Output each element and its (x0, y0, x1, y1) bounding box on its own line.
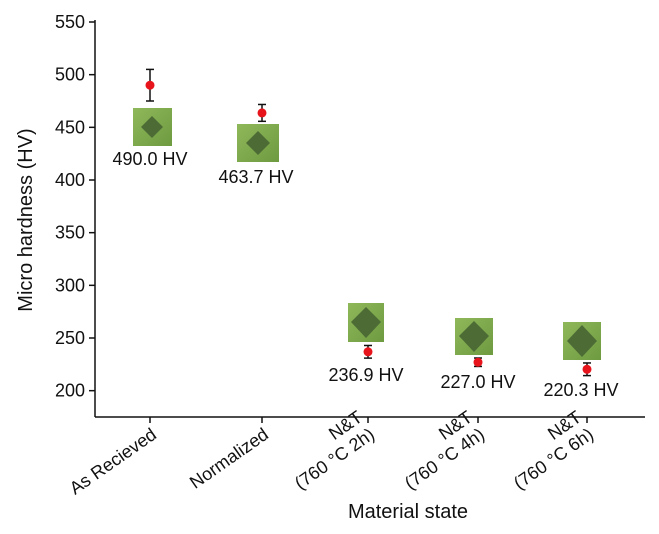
point (474, 358, 483, 367)
y-tick-label: 550 (55, 12, 85, 32)
x-tick-label: Normalized (186, 424, 272, 493)
point (258, 108, 267, 117)
point (364, 347, 373, 356)
x-axis-label: Material state (348, 501, 468, 523)
y-axis-label: Micro hardness (HV) (15, 128, 37, 311)
y-tick-label: 300 (55, 275, 85, 295)
y-tick-label: 500 (55, 65, 85, 85)
value-label: 236.9 HV (328, 365, 403, 385)
value-label: 227.0 HV (440, 372, 515, 392)
y-tick-label: 350 (55, 223, 85, 243)
value-label: 490.0 HV (112, 149, 187, 169)
x-tick-label: As Recieved (66, 424, 160, 498)
point (583, 365, 592, 374)
y-tick-label: 250 (55, 328, 85, 348)
y-tick-label: 450 (55, 117, 85, 137)
indent-images (133, 108, 601, 360)
y-tick-label: 200 (55, 381, 85, 401)
chart: Micro hardness (HV) Material state 200 25… (0, 0, 659, 529)
y-tick-label: 400 (55, 170, 85, 190)
point (146, 81, 155, 90)
value-label: 463.7 HV (218, 167, 293, 187)
value-label: 220.3 HV (543, 380, 618, 400)
